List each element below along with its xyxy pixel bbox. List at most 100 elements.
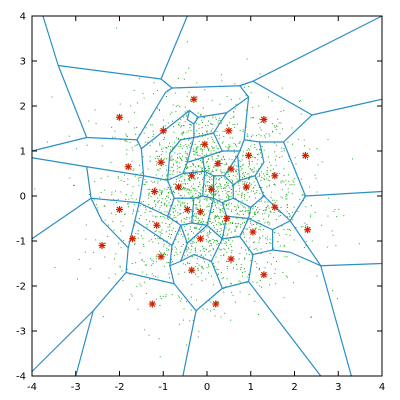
sample-point [159, 189, 161, 191]
sample-point [183, 78, 185, 80]
sample-point [239, 210, 241, 212]
sample-point [189, 123, 191, 125]
sample-point [264, 135, 265, 137]
sample-point [164, 125, 166, 127]
sample-point [176, 248, 177, 250]
sample-point [225, 216, 227, 218]
sample-point [244, 194, 246, 195]
sample-point [164, 188, 166, 190]
sample-point [187, 188, 189, 190]
sample-point [162, 240, 164, 242]
sample-point [178, 124, 180, 126]
sample-point [184, 187, 186, 189]
sample-point [274, 201, 276, 203]
sample-point [235, 223, 237, 224]
sample-point [170, 166, 172, 168]
sample-point [263, 228, 265, 230]
sample-point [231, 209, 233, 211]
sample-point [170, 149, 171, 151]
sample-point [151, 264, 153, 266]
sample-point [244, 268, 245, 270]
centroid-marker [124, 163, 132, 171]
sample-point [220, 216, 222, 218]
sample-point [161, 233, 163, 234]
sample-point [239, 130, 241, 131]
sample-point [222, 211, 224, 213]
sample-point [131, 263, 133, 264]
sample-point [256, 263, 258, 265]
sample-point [172, 159, 174, 161]
sample-point [202, 256, 204, 258]
voronoi-edge [169, 265, 175, 285]
voronoi-edge [202, 170, 206, 197]
sample-point [271, 199, 273, 201]
sample-point [185, 157, 187, 158]
sample-point [146, 181, 148, 183]
sample-point [179, 171, 181, 173]
sample-point [153, 260, 155, 262]
sample-point [235, 190, 237, 192]
sample-point [238, 214, 240, 216]
sample-point [223, 234, 225, 236]
sample-point [208, 185, 210, 187]
sample-point [200, 172, 202, 174]
sample-point [228, 198, 230, 200]
sample-point [257, 122, 259, 124]
sample-point [186, 41, 188, 43]
sample-point [138, 180, 140, 182]
sample-point [130, 293, 132, 295]
sample-point [152, 130, 154, 132]
sample-point [169, 188, 171, 190]
sample-point [135, 133, 137, 135]
y-tick-label: -3 [16, 327, 26, 338]
sample-point [205, 155, 207, 157]
sample-point [175, 251, 177, 253]
voronoi-edge [90, 197, 103, 222]
sample-point [293, 184, 295, 186]
sample-point [191, 256, 193, 258]
sample-point [316, 191, 318, 193]
sample-point [240, 263, 242, 265]
sample-point [221, 277, 223, 279]
sample-point [254, 228, 256, 230]
sample-point [206, 173, 208, 175]
sample-point [264, 212, 266, 214]
sample-point [327, 215, 329, 217]
sample-point [259, 192, 261, 194]
sample-point [181, 188, 183, 190]
sample-point [219, 231, 221, 233]
sample-point [245, 109, 247, 111]
sample-point [207, 166, 209, 167]
sample-point [151, 259, 153, 261]
sample-point [179, 209, 181, 211]
sample-point [162, 190, 164, 192]
sample-point [188, 130, 190, 132]
sample-point [129, 141, 131, 143]
sample-point [179, 166, 181, 168]
sample-point [227, 176, 229, 178]
sample-point [174, 188, 176, 190]
voronoi-edge [136, 139, 142, 150]
sample-point [246, 276, 248, 278]
sample-point [78, 258, 80, 260]
sample-point [145, 293, 147, 294]
voronoi-edge [134, 220, 173, 247]
sample-point [172, 207, 174, 209]
sample-point [159, 206, 161, 208]
sample-point [228, 176, 230, 177]
sample-point [230, 98, 232, 100]
centroid-marker [245, 152, 253, 159]
sample-point [231, 240, 233, 242]
sample-point [251, 170, 253, 172]
sample-point [231, 283, 232, 285]
sample-point [207, 181, 209, 183]
sample-point [235, 103, 237, 105]
sample-point [167, 122, 169, 124]
sample-point [174, 254, 175, 256]
sample-point [254, 184, 256, 186]
sample-point [179, 229, 181, 231]
centroid-marker [153, 221, 161, 229]
sample-point [225, 227, 227, 229]
sample-point [155, 174, 157, 176]
